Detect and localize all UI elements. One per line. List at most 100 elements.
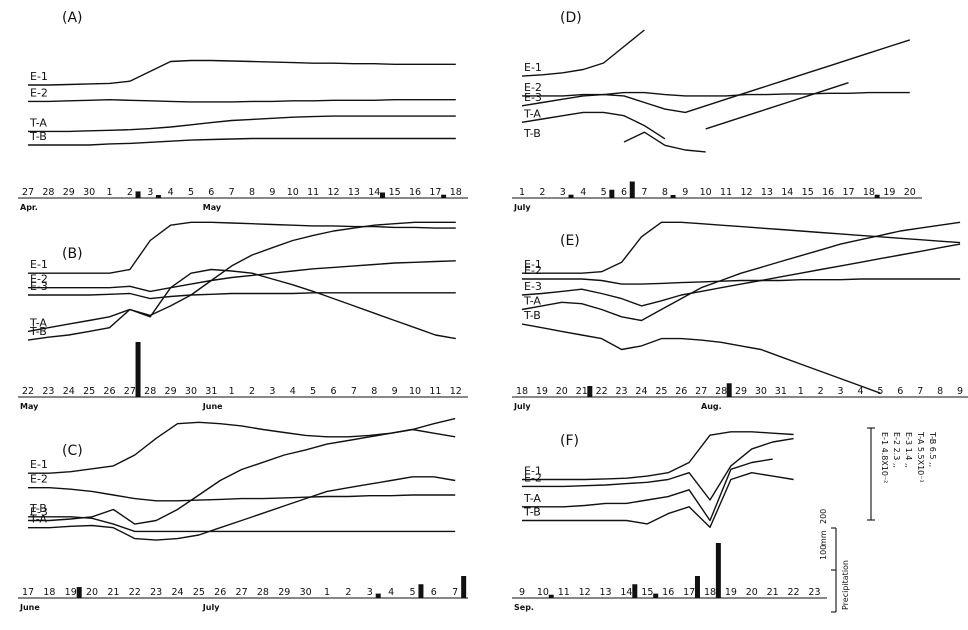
scale-entry-tb: T-B 6.5 ,, [928, 431, 937, 467]
x-tick-label: 26 [214, 587, 226, 598]
precip-tick-100: 100 [819, 545, 828, 560]
scale-legend: E-1 4.8X10⁻² E-2 2.3 ,, E-3 1.4 ,, T-A 5… [819, 427, 937, 613]
x-tick-label: 2 [127, 187, 133, 198]
series-line-e-1 [521, 29, 645, 77]
x-tick-label: 1 [106, 187, 112, 198]
series-line-t-b [521, 323, 881, 394]
precipitation-bar [653, 593, 659, 598]
x-tick-label: 1 [519, 187, 525, 198]
x-tick-label: 28 [257, 587, 269, 598]
x-tick-label: 15 [641, 587, 653, 598]
x-tick-label: 13 [600, 587, 612, 598]
month-label: June [202, 402, 223, 411]
x-tick-label: 18 [704, 587, 716, 598]
series-line-t-b [522, 472, 794, 528]
series-line-t-a [521, 82, 849, 140]
x-tick-label: 20 [904, 187, 916, 198]
x-tick-label: 6 [331, 386, 337, 397]
x-tick-label: 27 [22, 187, 34, 198]
x-tick-label: 11 [307, 187, 319, 198]
series-line-t-a [522, 458, 773, 522]
panel-6: (F) 9 10 11 12 13 14 15 16 17 18 19 20 21 22 23 Sep. E-1E… [512, 431, 827, 612]
x-tick-label: 16 [662, 587, 674, 598]
x-tick-label: 1 [798, 386, 804, 397]
x-tick-label: 24 [63, 386, 75, 397]
x-tick-label: 6 [897, 386, 903, 397]
x-tick-label: 29 [278, 587, 290, 598]
x-tick-label: 3 [560, 187, 566, 198]
series-label-e-2: E-2 [30, 473, 48, 486]
x-tick-label: 24 [635, 386, 647, 397]
precipitation-bar [715, 543, 721, 598]
x-tick-label: 29 [63, 187, 75, 198]
x-tick-label: 19 [883, 187, 895, 198]
x-tick-label: 8 [371, 386, 377, 397]
precipitation-bar [670, 195, 676, 198]
x-tick-label: 30 [300, 587, 312, 598]
x-tick-label: 12 [328, 187, 340, 198]
panel-label: (D) [560, 10, 582, 26]
x-tick-label: 24 [171, 587, 183, 598]
scale-entry-e3: E-3 1.4 ,, [904, 432, 913, 468]
x-tick-label: 17 [22, 587, 34, 598]
x-tick-label: 20 [746, 587, 758, 598]
precipitation-bar [609, 189, 615, 198]
x-tick-label: 11 [558, 587, 570, 598]
x-tick-label: 22 [596, 386, 608, 397]
x-tick-label: 15 [802, 187, 814, 198]
x-tick-label: 1 [324, 587, 330, 598]
series-line-t-b [28, 137, 456, 146]
precipitation-bar [461, 576, 467, 598]
x-tick-label: 29 [735, 386, 747, 397]
month-label: July [513, 402, 531, 411]
series-line-t-a [27, 221, 456, 333]
x-tick-label: 18 [516, 386, 528, 397]
series-line-e-1 [28, 417, 456, 474]
x-tick-label: 16 [822, 187, 834, 198]
panel-label: (C) [62, 443, 83, 459]
precipitation-bar [694, 576, 700, 598]
series-label-e-2: E-2 [30, 86, 48, 99]
x-tick-label: 7 [641, 187, 647, 198]
x-tick-label: 6 [208, 187, 214, 198]
x-tick-label: 5 [310, 386, 316, 397]
x-tick-label: 18 [43, 587, 55, 598]
panels-layer: (A)27 28 29 30 1 2 3 4 5 6 7 8 9 10 11 12 13 14 15 16 17 18Ap… [18, 10, 968, 612]
x-tick-label: 3 [838, 386, 844, 397]
series-label-t-a: T-A [29, 316, 47, 329]
x-tick-label: 6 [431, 587, 437, 598]
series-line-e-2 [28, 260, 456, 293]
x-tick-label: 18 [450, 187, 462, 198]
x-tick-label: 2 [249, 386, 255, 397]
x-tick-label: 28 [144, 386, 156, 397]
x-tick-label: 9 [269, 187, 275, 198]
series-label-e-3: E-3 [30, 280, 48, 293]
x-tick-label: 11 [720, 187, 732, 198]
x-tick-label: 1 [229, 386, 235, 397]
series-label-e-2: E-2 [524, 264, 542, 277]
month-label: Apr. [20, 203, 38, 212]
series-label-e-1: E-1 [30, 458, 48, 471]
precipitation-bar [587, 386, 593, 397]
series-line-e-3 [521, 39, 911, 114]
x-tick-label: 8 [662, 187, 668, 198]
series-label-t-b: T-B [523, 127, 541, 140]
x-tick-label: 20 [556, 386, 568, 397]
month-label: July [513, 203, 531, 212]
series-label-e-3: E-3 [524, 91, 542, 104]
panel-5: (E)18 19 20 21 22 23 24 25 26 27 28 29 30 31 1 2 3 4 5 6 7 8 9… [512, 221, 968, 411]
x-tick-label: 13 [761, 187, 773, 198]
x-tick-label: 17 [683, 587, 695, 598]
series-line-e-3 [28, 428, 456, 525]
x-tick-label: 7 [452, 587, 458, 598]
series-label-e-2: E-2 [30, 273, 48, 286]
series-label-e-1: E-1 [524, 258, 542, 271]
series-line-e-3 [521, 243, 961, 307]
month-label: Aug. [701, 402, 722, 411]
month-label: May [203, 203, 222, 212]
series-label-t-b: T-B [523, 309, 541, 322]
x-tick-label: 7 [351, 386, 357, 397]
precipitation-bar [441, 194, 447, 198]
x-tick-label: 14 [781, 187, 793, 198]
x-tick-label: 28 [715, 386, 727, 397]
